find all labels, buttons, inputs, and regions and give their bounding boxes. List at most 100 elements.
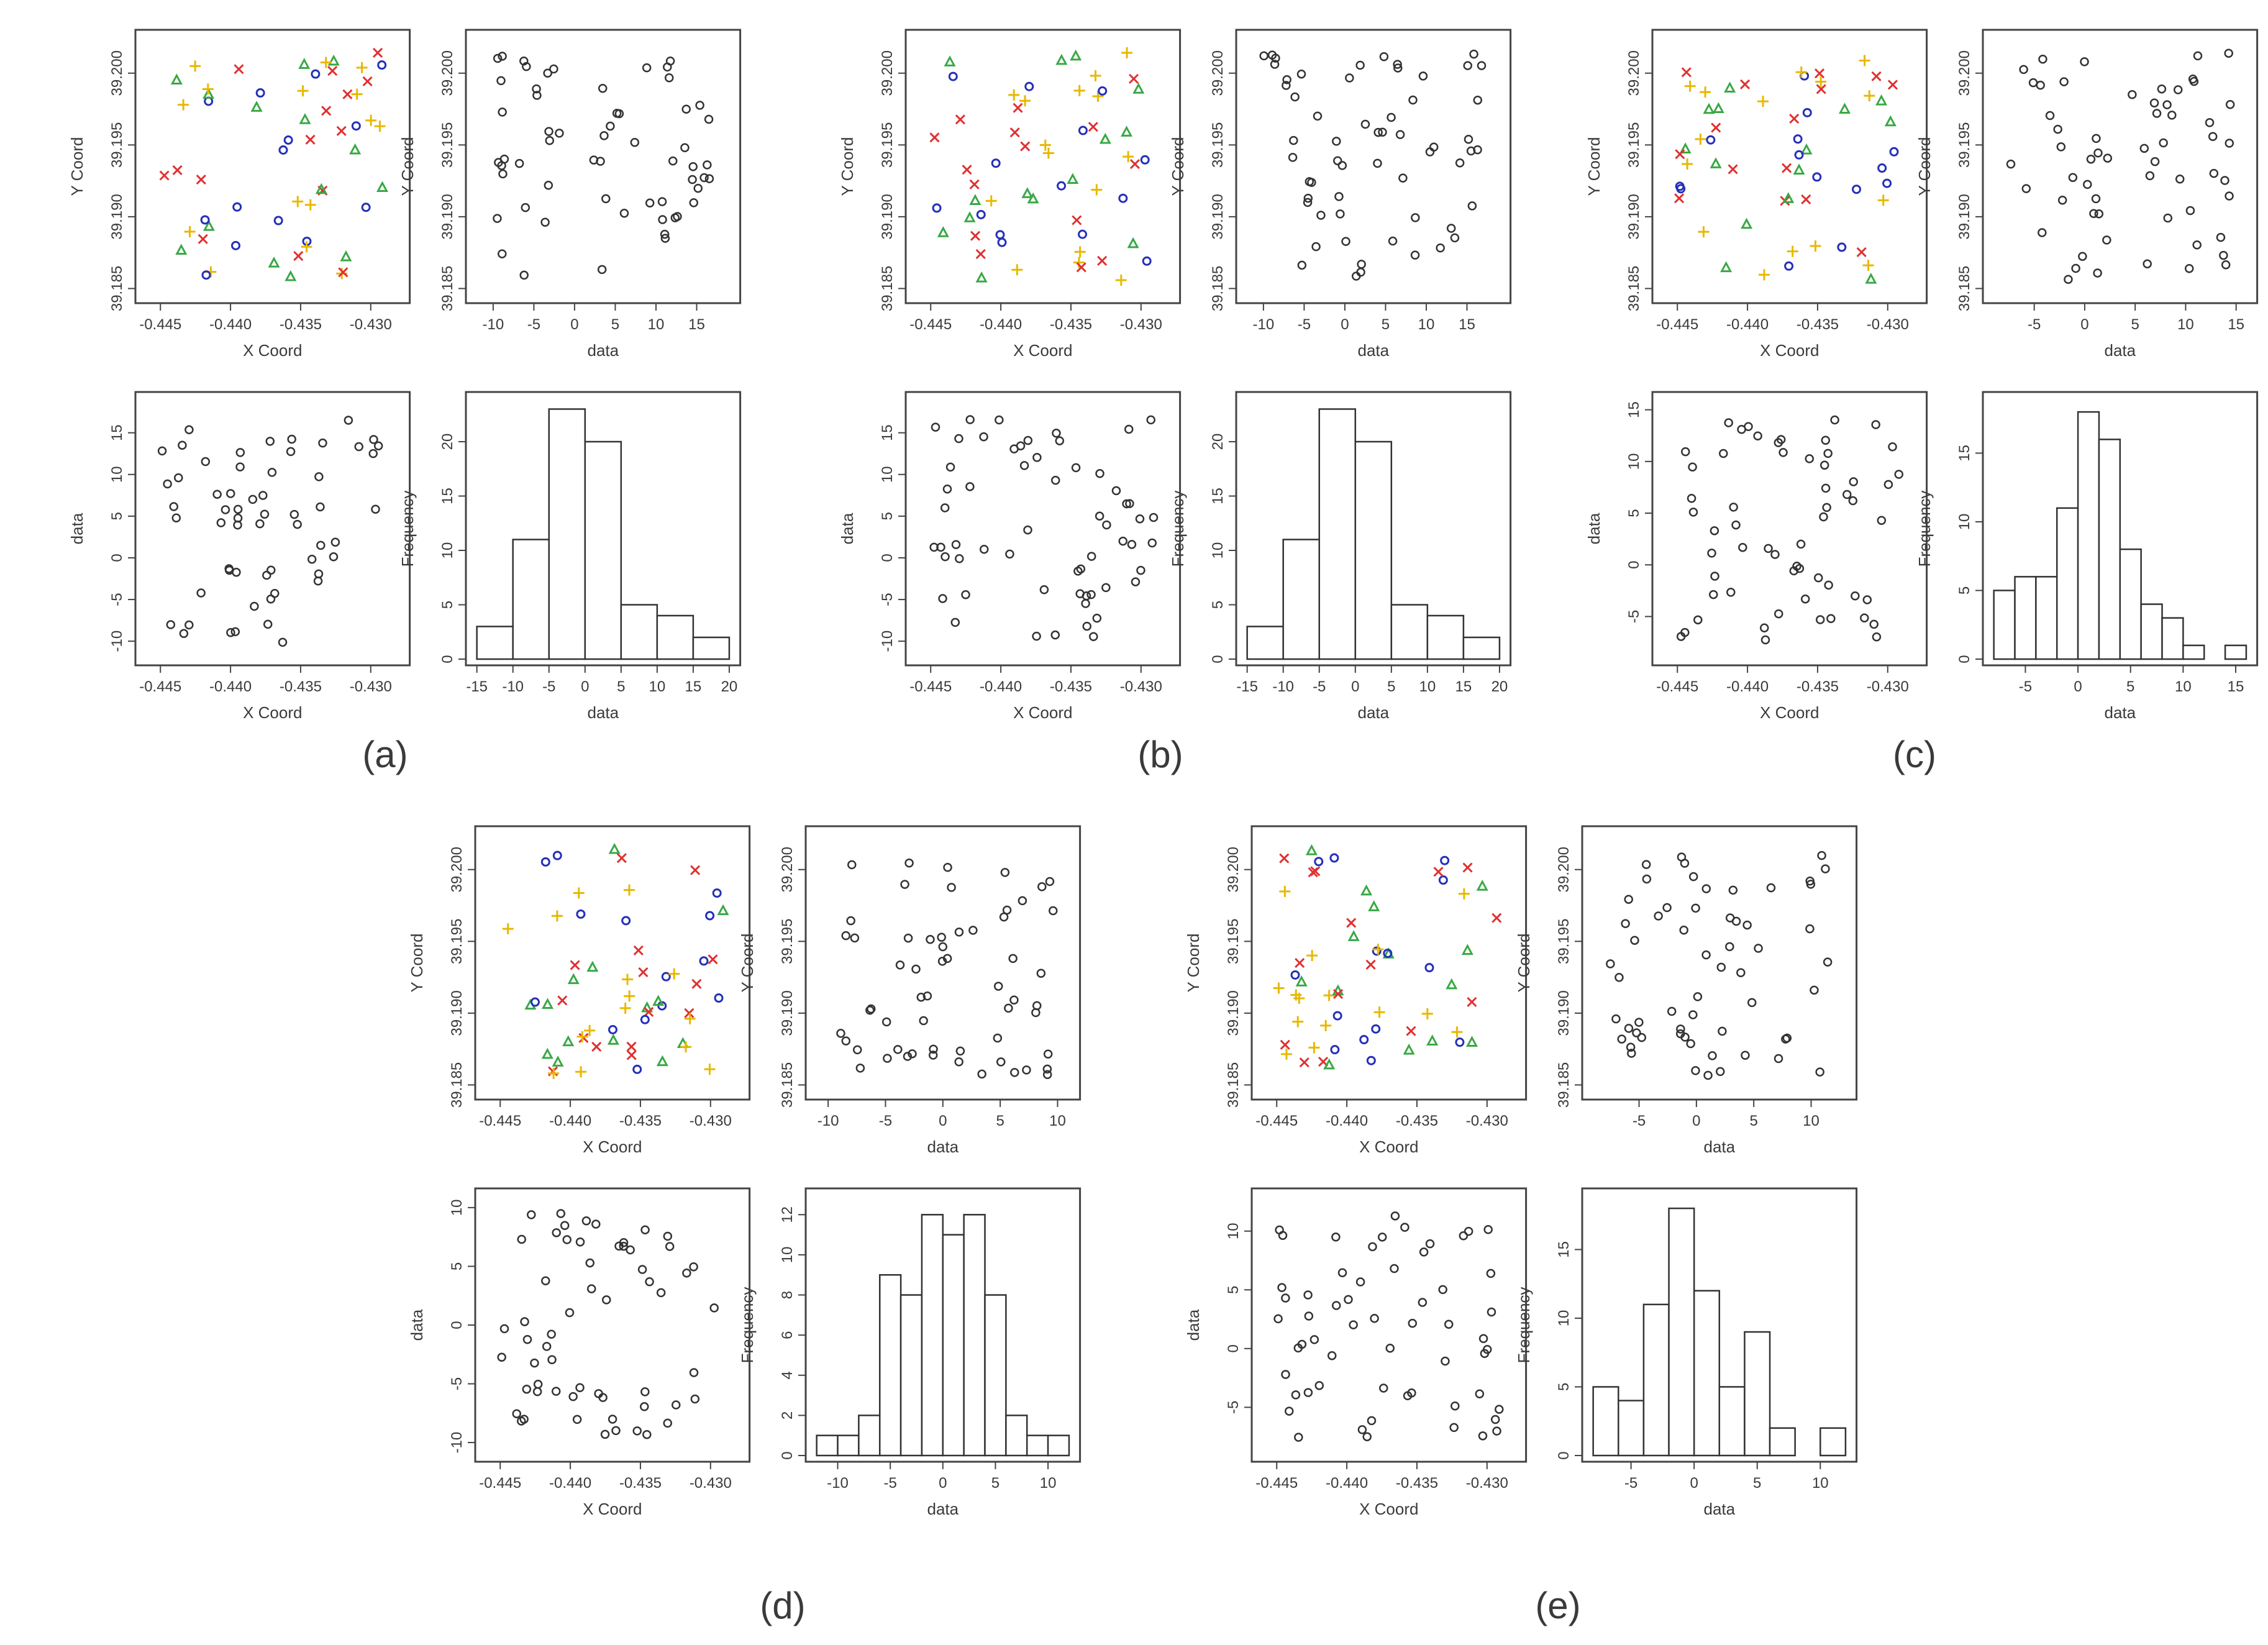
y-tick-label: 39.200	[1626, 50, 1642, 96]
data-point	[532, 91, 542, 100]
point-triangle	[1132, 83, 1145, 94]
y-tick-label: 0	[1956, 655, 1973, 663]
data-point	[1082, 621, 1091, 631]
point-cross	[327, 65, 338, 76]
data-point	[258, 491, 268, 500]
point-plus	[1091, 184, 1103, 196]
data-point	[1691, 903, 1700, 913]
y-tick-label: 5	[439, 601, 456, 609]
data-point	[1766, 883, 1776, 893]
point-circle	[361, 203, 371, 212]
data-point	[1821, 483, 1831, 493]
plot-frame	[1581, 825, 1858, 1101]
data-point	[2086, 154, 2096, 164]
data-point	[1410, 250, 1420, 260]
histogram-bar	[1318, 408, 1357, 660]
data-point	[1606, 959, 1615, 968]
panel-label-c: (c)	[1893, 734, 1936, 775]
data-point	[221, 505, 230, 514]
data-point	[645, 1277, 654, 1287]
data-point	[2056, 142, 2066, 152]
point-plus	[1795, 66, 1807, 78]
x-tick-label: -0.430	[1120, 678, 1162, 695]
point-plus	[1121, 47, 1133, 58]
data-point	[1824, 580, 1833, 590]
data-point	[225, 489, 235, 498]
histogram-bar	[2161, 617, 2184, 660]
histogram-bar	[2014, 576, 2037, 660]
data-point	[233, 520, 242, 530]
data-point	[1617, 1034, 1626, 1044]
point-cross	[1129, 159, 1141, 170]
y-axis-label: Frequency	[738, 1287, 757, 1364]
data-point	[1259, 51, 1268, 61]
data-point	[1759, 623, 1769, 632]
data-point	[681, 104, 691, 114]
data-point	[1393, 63, 1403, 73]
data-point	[680, 143, 690, 152]
data-point	[543, 68, 552, 78]
data-point	[642, 1429, 652, 1439]
point-plus	[351, 88, 363, 100]
y-tick-label: 39.200	[1209, 50, 1226, 96]
data-point	[1045, 877, 1055, 886]
plot-frame	[1982, 391, 2259, 667]
data-point	[1819, 460, 1829, 470]
data-point	[169, 502, 179, 511]
data-point	[1289, 135, 1298, 145]
point-cross-b	[557, 995, 568, 1006]
data-point	[881, 1017, 891, 1027]
data-point	[1055, 436, 1065, 445]
data-point	[1395, 130, 1405, 139]
x-tick-label: -5	[2019, 678, 2032, 695]
y-tick-label: 39.190	[1209, 194, 1226, 239]
data-point	[903, 933, 913, 943]
data-point	[1667, 1006, 1677, 1016]
x-axis-label: X Coord	[1013, 341, 1072, 360]
data-point	[1282, 81, 1291, 90]
x-tick-label: 0	[2074, 678, 2082, 695]
y-tick-label: 39.185	[1626, 266, 1642, 311]
point-cross-b	[196, 174, 206, 185]
data-point	[1473, 95, 1482, 105]
data-point	[865, 1005, 875, 1015]
data-point	[512, 1409, 522, 1418]
point-triangle	[285, 270, 297, 281]
data-point	[1378, 1383, 1388, 1393]
data-point	[581, 1216, 591, 1226]
data-point	[1309, 1335, 1319, 1344]
point-circle	[1359, 1035, 1369, 1045]
plot-a-2: data Y Coord -10 -5 0 5 10 15 39.185 39.190 39.195…	[398, 29, 742, 360]
data-point	[1285, 1406, 1294, 1416]
data-point	[555, 129, 564, 138]
data-point	[1688, 462, 1697, 472]
data-point	[1770, 550, 1780, 559]
data-point	[1693, 615, 1703, 625]
data-point	[493, 53, 503, 63]
y-tick-label: 10	[1956, 514, 1973, 531]
y-tick-label: 15	[1956, 445, 1973, 462]
x-tick-label: -15	[1236, 678, 1258, 695]
point-cross-b	[305, 134, 316, 145]
data-point	[1022, 1065, 1031, 1075]
data-point	[642, 63, 652, 73]
data-point	[2139, 144, 2149, 153]
point-circle	[540, 857, 550, 867]
data-point	[330, 537, 340, 547]
data-point	[689, 1368, 699, 1377]
data-point	[1778, 448, 1788, 457]
data-point	[1641, 860, 1651, 869]
point-cross-b	[327, 65, 338, 76]
data-point	[1676, 1024, 1685, 1034]
data-point	[1377, 1233, 1387, 1242]
data-point	[942, 484, 952, 494]
point-triangle	[1127, 237, 1139, 248]
point-plus	[548, 1067, 560, 1079]
data-point	[947, 883, 956, 892]
histogram-bar	[1642, 1303, 1670, 1457]
x-tick-label: 5	[991, 1475, 1000, 1492]
data-point	[1611, 1014, 1621, 1024]
data-point	[1744, 422, 1753, 431]
x-tick-label: -0.440	[1326, 1475, 1368, 1492]
data-point	[2080, 57, 2089, 66]
